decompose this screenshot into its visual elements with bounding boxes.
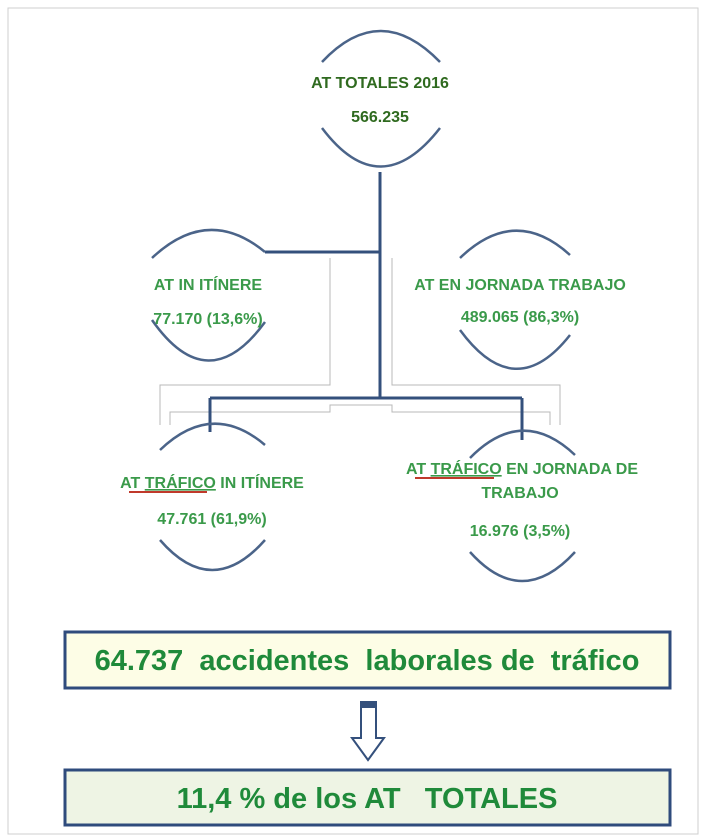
node-value: 16.976 (3,5%) (470, 523, 571, 540)
node-label: AT EN JORNADA TRABAJO (414, 277, 626, 294)
label-part: EN JORNADA DE (502, 461, 639, 478)
node-arcs (150, 228, 267, 362)
connector-outline (159, 258, 331, 425)
node-label: AT TRÁFICO EN JORNADA DE (406, 459, 638, 478)
node-value: 77.170 (13,6%) (153, 311, 262, 328)
connector-outline (169, 404, 551, 425)
connector (208, 172, 524, 440)
label-part: AT (406, 461, 431, 478)
arrow-cap (361, 702, 376, 708)
node-label: AT TRÁFICO IN ITÍNERE (120, 473, 304, 492)
label-part: IN ITÍNERE (216, 473, 304, 492)
node-label: AT TOTALES 2016 (311, 75, 449, 92)
node-value: 47.761 (61,9%) (157, 511, 266, 528)
summary-box (63, 768, 672, 827)
node-value: 566.235 (351, 109, 409, 126)
label-part: TRÁFICO (145, 473, 216, 492)
node-value: 489.065 (86,3%) (461, 309, 579, 326)
node-arcs (321, 29, 441, 168)
frame (7, 7, 699, 835)
label-part: AT (120, 475, 145, 492)
node-arcs (469, 429, 576, 583)
node-label: AT IN ITÍNERE (154, 275, 262, 294)
summary-box (63, 630, 672, 690)
node-arcs (458, 229, 571, 370)
summary-total: 64.737 accidentes laborales de tráfico (95, 645, 640, 677)
node-arcs (159, 422, 266, 572)
node-label: TRABAJO (481, 485, 558, 502)
label-part: TRÁFICO (431, 459, 502, 478)
connector-outline (391, 258, 561, 425)
summary-percent: 11,4 % de los AT TOTALES (177, 783, 558, 815)
